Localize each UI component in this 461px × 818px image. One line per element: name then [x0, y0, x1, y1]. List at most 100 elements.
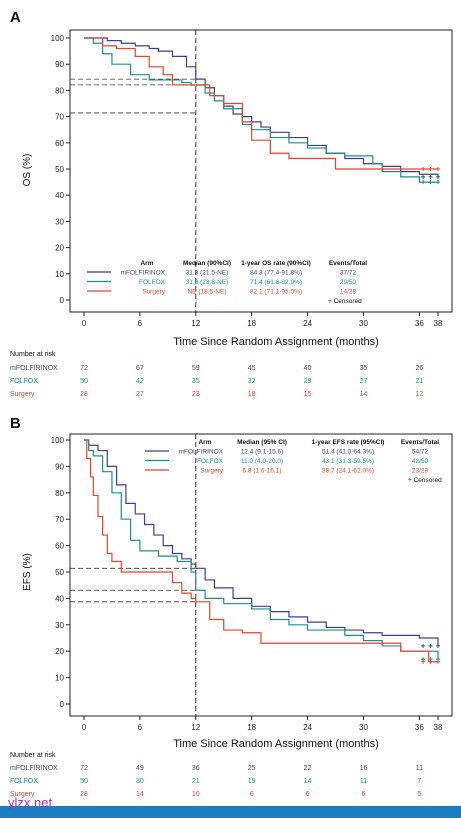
risk-value: 25 — [248, 765, 256, 772]
risk-value: 29 — [304, 378, 312, 385]
risk-value: 35 — [360, 365, 368, 372]
legend-events: 37/72 — [340, 270, 357, 277]
legend-arm-name: mFOLFIRINOX — [179, 449, 224, 456]
risk-value: 22 — [304, 765, 312, 772]
legend-events: 14/28 — [340, 289, 357, 296]
x-tick-label: 6 — [138, 319, 143, 328]
risk-value: 23 — [192, 391, 200, 398]
y-tick-label: 70 — [55, 113, 64, 122]
km-curve-mFOLFIRINOX — [84, 439, 439, 646]
risk-value: 40 — [304, 365, 312, 372]
x-tick-label: 36 — [415, 319, 424, 328]
x-tick-label: 30 — [359, 319, 368, 328]
risk-value: 7 — [417, 778, 421, 785]
y-tick-label: 100 — [51, 436, 65, 445]
risk-value: 12 — [415, 391, 423, 398]
x-tick-label: 0 — [82, 723, 87, 732]
risk-value: 19 — [248, 778, 256, 785]
y-tick-label: 80 — [55, 86, 64, 95]
y-tick-label: 10 — [55, 270, 64, 279]
censor-mark — [436, 180, 440, 185]
risk-value: 18 — [248, 391, 256, 398]
watermark: ylzx.net — [8, 795, 53, 810]
y-tick-label: 60 — [55, 542, 64, 551]
censored-legend: + Censored — [408, 477, 442, 484]
y-tick-label: 30 — [55, 217, 64, 226]
km-curve-Surgery — [84, 37, 438, 170]
censor-mark — [436, 659, 440, 664]
risk-value: 32 — [248, 378, 256, 385]
risk-value: 30 — [136, 778, 144, 785]
legend-header: 1-year OS rate (90%CI) — [241, 260, 311, 267]
risk-row-label: mFOLFIRINOX — [10, 765, 58, 772]
risk-value: 28 — [80, 391, 88, 398]
legend-rate: 71.4 (61.6-82.9%) — [250, 279, 302, 286]
risk-value: 26 — [415, 365, 423, 372]
x-tick-label: 6 — [138, 723, 143, 732]
censor-mark — [436, 643, 440, 648]
y-tick-label: 50 — [55, 568, 64, 577]
y-tick-label: 40 — [55, 594, 64, 603]
legend-median: 11.0 (4.0-20.0) — [241, 458, 283, 465]
risk-table-title: Number at risk — [10, 752, 56, 759]
y-tick-label: 90 — [55, 60, 64, 69]
bottom-accent-bar — [0, 806, 461, 818]
x-tick-label: 18 — [247, 723, 256, 732]
risk-value: 50 — [80, 378, 88, 385]
legend-arm-name: FOLFOX — [139, 279, 166, 286]
risk-value: 21 — [415, 378, 423, 385]
risk-row-label: Surgery — [10, 391, 35, 398]
x-tick-label: 18 — [247, 319, 256, 328]
panel-label: B — [10, 415, 21, 432]
x-tick-label: 24 — [303, 723, 312, 732]
plot-frame — [69, 433, 453, 717]
censor-mark — [428, 659, 433, 664]
km-curve-FOLFOX — [84, 439, 439, 660]
km-curve-mFOLFIRINOX — [84, 37, 439, 177]
risk-row-label: FOLFOX — [10, 778, 38, 785]
y-tick-label: 100 — [51, 34, 65, 43]
risk-value: 5 — [417, 791, 421, 798]
risk-value: 10 — [192, 791, 200, 798]
risk-value: 15 — [304, 391, 312, 398]
y-tick-label: 0 — [60, 296, 65, 305]
risk-value: 27 — [360, 378, 368, 385]
risk-value: 45 — [248, 365, 256, 372]
risk-row-label: FOLFOX — [10, 378, 38, 385]
y-tick-label: 90 — [55, 462, 64, 471]
legend-arm-name: FOLFOX — [197, 458, 224, 465]
legend-rate: 82.1 (71.1-95.0%) — [250, 289, 302, 296]
risk-row-label: mFOLFIRINOX — [10, 365, 58, 372]
risk-value: 14 — [136, 791, 144, 798]
risk-value: 6 — [250, 791, 254, 798]
y-tick-label: 50 — [55, 165, 64, 174]
x-tick-label: 38 — [434, 723, 443, 732]
risk-value: 16 — [360, 765, 368, 772]
risk-value: 11 — [360, 778, 367, 785]
y-axis-label: OS (%) — [22, 154, 33, 187]
legend-median: NE (18.5-NE) — [187, 289, 226, 296]
x-tick-label: 12 — [191, 723, 200, 732]
legend-rate: 43.1 (31.3-59.5%) — [322, 458, 374, 465]
legend-header: 1-year EFS rate (95%CI) — [312, 439, 385, 446]
x-tick-label: 24 — [303, 319, 312, 328]
risk-value: 50 — [80, 778, 88, 785]
risk-value: 11 — [416, 765, 423, 772]
x-tick-label: 30 — [359, 723, 368, 732]
y-tick-label: 60 — [55, 139, 64, 148]
risk-value: 59 — [192, 365, 200, 372]
legend-median: 31.8 (23.8-NE) — [186, 279, 229, 286]
legend-rate: 51.4 (41.0-64.3%) — [322, 449, 374, 456]
legend-events: 42/50 — [412, 458, 429, 465]
y-tick-label: 80 — [55, 489, 64, 498]
km-curve-Surgery — [84, 439, 438, 663]
censored-legend: + Censored — [328, 298, 362, 305]
legend-header: Median (90%CI) — [183, 260, 231, 267]
legend-rate: 38.7 (24.1-62.0%) — [322, 468, 374, 475]
panel-label: A — [10, 9, 21, 26]
risk-value: 36 — [192, 765, 200, 772]
y-axis-label: EFS (%) — [22, 553, 33, 591]
km-curve-FOLFOX — [84, 37, 438, 183]
risk-value: 28 — [80, 791, 88, 798]
censor-mark — [436, 167, 440, 171]
